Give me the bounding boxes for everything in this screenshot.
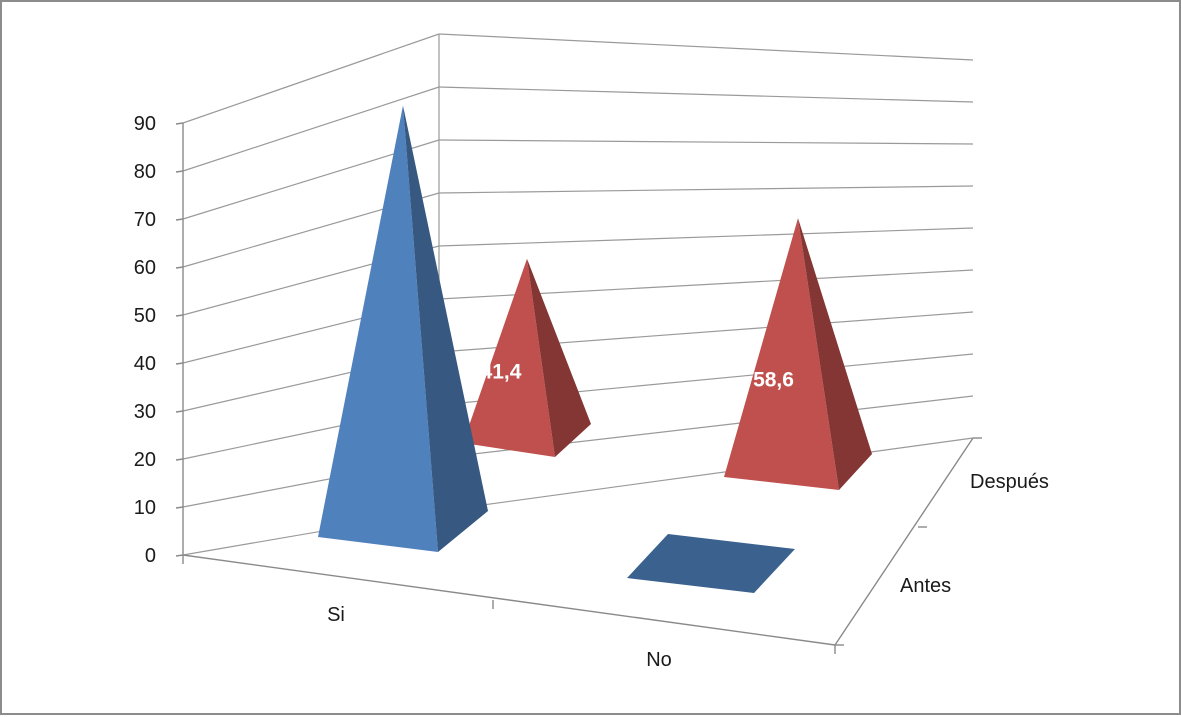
pyramid-base (627, 534, 795, 593)
y-tick-label: 30 (134, 401, 156, 423)
y-tick (175, 122, 184, 125)
pyramid-side-face (798, 218, 872, 491)
y-tick (175, 170, 184, 173)
pyramid-antes-no (627, 534, 795, 593)
y-tick-label: 0 (145, 545, 156, 567)
pyramid-front-face (318, 105, 438, 552)
pyramid-front-face (463, 258, 555, 457)
y-tick-label: 40 (134, 353, 156, 375)
series-label: Antes (900, 575, 951, 597)
category-axis (182, 554, 836, 646)
gridlines (175, 33, 982, 654)
back-gridline (438, 139, 974, 145)
x-tick-label: No (646, 649, 672, 671)
y-tick (175, 266, 184, 269)
y-tick (175, 458, 184, 461)
pyramid-antes-si (318, 105, 488, 552)
side-gridline (182, 33, 440, 124)
pyramid-después-no (724, 218, 872, 491)
y-tick-label: 20 (134, 449, 156, 471)
series-axis (834, 437, 974, 646)
y-tick-label: 50 (134, 305, 156, 327)
y-tick (175, 410, 184, 413)
back-gridline (438, 185, 974, 194)
pyramid-front-face (724, 218, 839, 491)
back-gridline (438, 33, 974, 61)
y-tick-label: 60 (134, 257, 156, 279)
data-label: 58,6 (753, 368, 794, 391)
y-tick (175, 314, 184, 317)
y-tick-label: 10 (134, 497, 156, 519)
back-gridline (438, 227, 974, 247)
y-tick (175, 506, 184, 509)
back-gridline (438, 86, 974, 103)
pyramid-después-si (463, 258, 591, 457)
data-label: 41,4 (481, 360, 522, 383)
y-tick (175, 554, 184, 557)
y-tick-label: 80 (134, 161, 156, 183)
y-tick-label: 90 (134, 113, 156, 135)
y-tick-label: 70 (134, 209, 156, 231)
series-label: Después (970, 471, 1049, 493)
y-tick (175, 362, 184, 365)
back-gridline (438, 437, 974, 512)
y-tick (175, 218, 184, 221)
pyramid-side-face (527, 258, 591, 457)
x-tick-label: Si (327, 604, 345, 626)
pyramid-side-face (403, 105, 488, 552)
side-gridline (182, 86, 440, 172)
